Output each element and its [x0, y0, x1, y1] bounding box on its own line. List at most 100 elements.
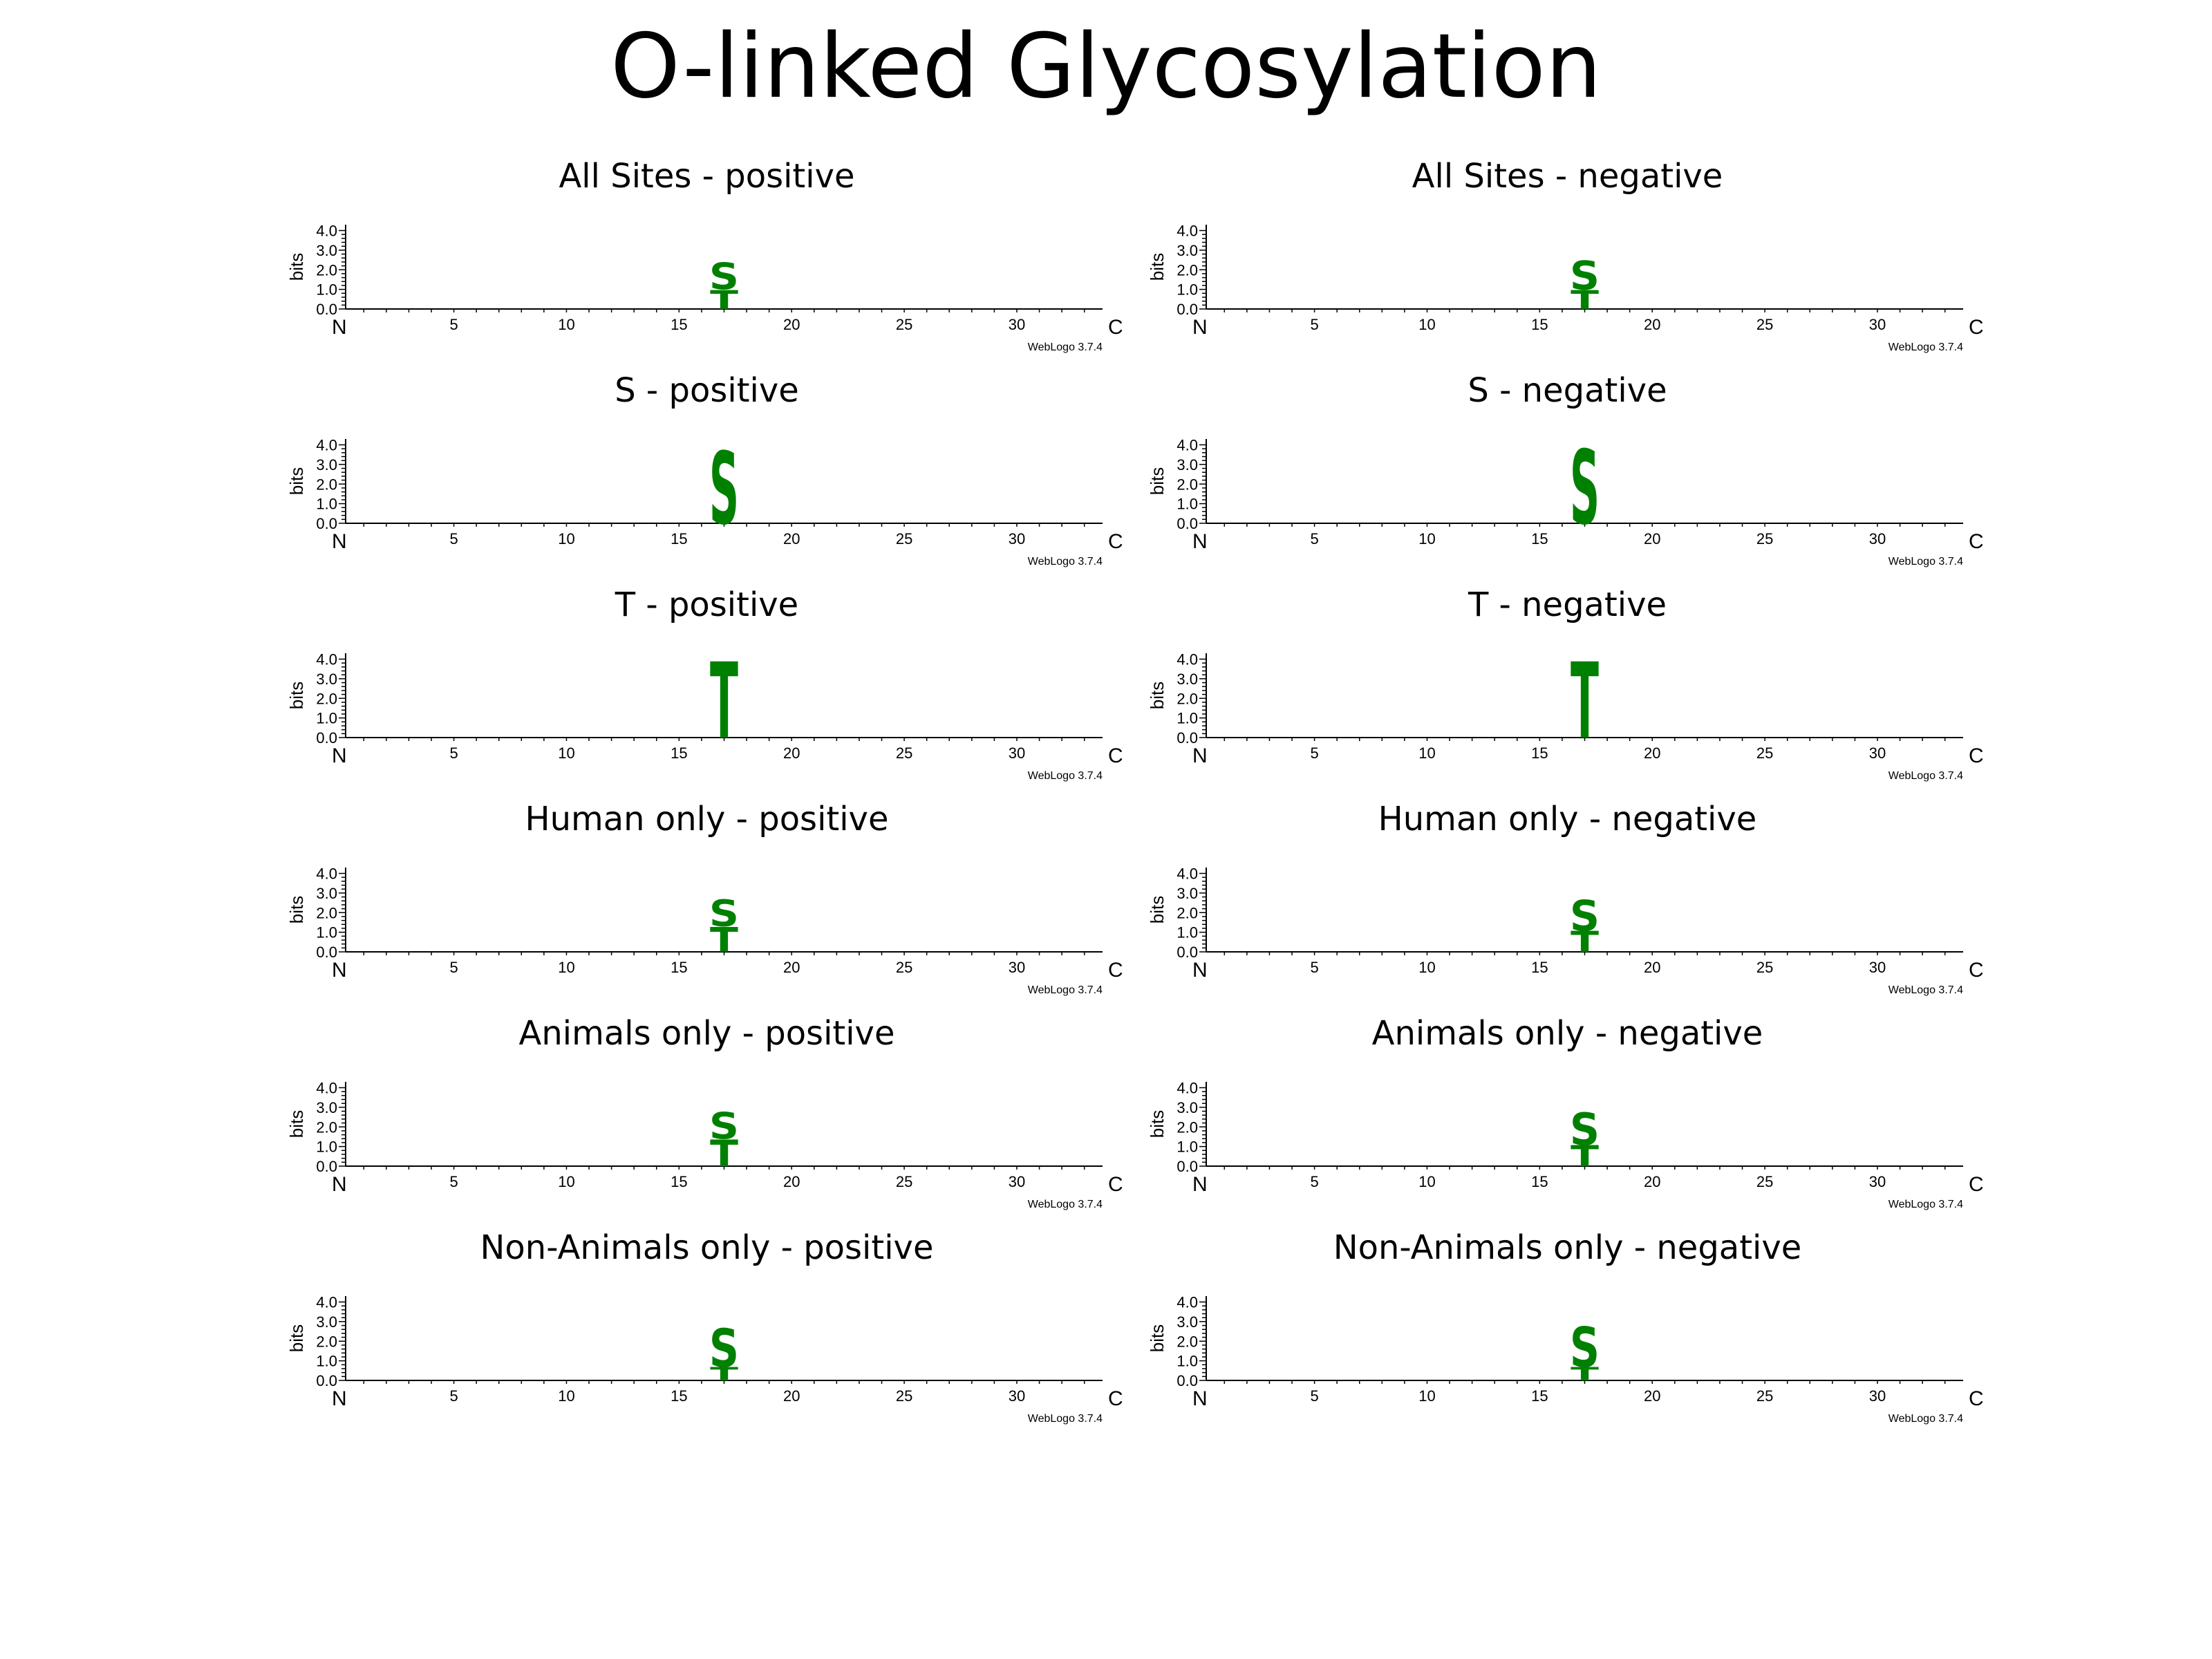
x-tick-label: 5 [449, 530, 458, 547]
logo-letter-s: S [709, 1106, 739, 1148]
weblogo-credit: WebLogo 3.7.4 [1028, 1199, 1103, 1210]
logo-chart: 0.0 1.0 2.0 3.0 4.0 bits 5 10 15 20 25 30 N C WebLogo … [286, 431, 1123, 568]
figure-title: O-linked Glycosylation [610, 15, 1602, 118]
x-tick-label: 10 [558, 530, 574, 547]
logo-letter-s: S [709, 1319, 739, 1380]
x-tick-label: 25 [1756, 744, 1773, 762]
logo-letter-s: S [709, 893, 739, 935]
weblogo-credit: WebLogo 3.7.4 [1028, 341, 1103, 353]
logo-panel: All Sites - negative 0.0 1.0 2.0 3.0 4.0 bits 5… [1137, 156, 1998, 371]
x-tick-label: 5 [449, 1387, 458, 1405]
logo-letter-t: T [710, 1363, 738, 1385]
y-tick-label: 3.0 [1177, 885, 1198, 902]
logo-chart: 0.0 1.0 2.0 3.0 4.0 bits 5 10 15 20 25 30 N C WebLogo … [1147, 223, 1984, 353]
x-tick-label: 15 [671, 1173, 687, 1190]
logo-panel: Human only - negative 0.0 1.0 2.0 3.0 4.0 bits… [1137, 798, 1998, 1013]
c-terminus-label: C [1969, 959, 1984, 982]
x-tick-label: 10 [1418, 1387, 1435, 1405]
y-tick-label: 3.0 [1177, 456, 1198, 474]
logo-glyph: T [1571, 641, 1599, 763]
panel-title: T - negative [1468, 585, 1667, 624]
x-tick-label: 10 [558, 316, 574, 333]
n-terminus-label: N [332, 744, 347, 767]
x-tick-label: 30 [1009, 1173, 1025, 1190]
y-tick-label: 0.0 [316, 515, 337, 532]
n-terminus-label: N [1192, 530, 1208, 553]
x-tick-label: 5 [1310, 316, 1318, 333]
y-tick-label: 2.0 [316, 261, 337, 279]
x-tick-label: 20 [783, 1173, 800, 1190]
x-tick-label: 15 [1531, 744, 1548, 762]
x-tick-label: 5 [1310, 744, 1318, 762]
y-tick-label: 0.0 [1177, 729, 1198, 747]
logo-letter-t: T [1571, 285, 1599, 316]
logo-chart: 0.0 1.0 2.0 3.0 4.0 bits 5 10 15 20 25 30 N C WebLogo … [1147, 428, 1984, 568]
logo-panel: All Sites - positive 0.0 1.0 2.0 3.0 4.0 bits 5… [276, 156, 1137, 371]
logo-glyph: S [709, 431, 739, 547]
c-terminus-label: C [1108, 530, 1123, 553]
y-tick-label: 1.0 [1177, 924, 1198, 941]
y-tick-label: 1.0 [316, 1353, 337, 1370]
logo-letter-s: S [1570, 1316, 1600, 1380]
y-axis-label: bits [1147, 682, 1168, 709]
panel-title: S - negative [1468, 371, 1667, 410]
c-terminus-label: C [1969, 1387, 1984, 1410]
x-tick-label: 5 [449, 316, 458, 333]
c-terminus-label: C [1108, 744, 1123, 767]
x-tick-label: 5 [449, 1173, 458, 1190]
y-tick-label: 0.0 [1177, 301, 1198, 318]
logo-glyph: T [710, 1363, 738, 1385]
y-tick-label: 4.0 [316, 1294, 337, 1311]
x-tick-label: 15 [671, 1387, 687, 1405]
logo-chart: 0.0 1.0 2.0 3.0 4.0 bits 5 10 15 20 25 30 N C WebLogo … [286, 865, 1123, 996]
x-tick-label: 5 [449, 744, 458, 762]
panel-title: Non-Animals only - positive [480, 1228, 934, 1267]
logo-panel: Non-Animals only - positive 0.0 1.0 2.0 3.0 4… [276, 1227, 1137, 1442]
logo-letter-s: S [1570, 892, 1600, 941]
c-terminus-label: C [1969, 530, 1984, 553]
logo-glyph: T [1571, 285, 1599, 316]
x-tick-label: 20 [1644, 1173, 1660, 1190]
logo-chart: 0.0 1.0 2.0 3.0 4.0 bits 5 10 15 20 25 30 N C WebLogo … [286, 223, 1123, 353]
c-terminus-label: C [1969, 1173, 1984, 1196]
panel-title: All Sites - negative [1412, 157, 1723, 196]
n-terminus-label: N [332, 530, 347, 553]
y-tick-label: 0.0 [1177, 1158, 1198, 1175]
y-tick-label: 2.0 [1177, 476, 1198, 493]
logo-glyph: S [709, 1319, 739, 1380]
weblogo-credit: WebLogo 3.7.4 [1028, 984, 1103, 996]
x-tick-label: 30 [1869, 959, 1886, 976]
n-terminus-label: N [1192, 316, 1208, 339]
x-tick-label: 20 [783, 959, 800, 976]
x-tick-label: 25 [896, 959, 912, 976]
y-tick-label: 4.0 [1177, 437, 1198, 454]
y-tick-label: 3.0 [316, 242, 337, 259]
x-tick-label: 10 [558, 1173, 574, 1190]
logo-panel: S - positive 0.0 1.0 2.0 3.0 4.0 bits 5 10 15 20 25… [276, 370, 1137, 585]
y-tick-label: 4.0 [1177, 651, 1198, 668]
x-tick-label: 25 [1756, 1173, 1773, 1190]
logo-glyph: T [710, 1133, 738, 1175]
logo-glyph: T [710, 641, 738, 763]
logo-glyph: T [710, 285, 738, 316]
logo-letter-t: T [1571, 641, 1599, 763]
logo-glyph: S [709, 893, 739, 935]
x-tick-label: 20 [783, 530, 800, 547]
panel-title: S - positive [615, 371, 799, 410]
y-axis-label: bits [1147, 253, 1168, 281]
y-tick-label: 4.0 [1177, 223, 1198, 240]
y-tick-label: 4.0 [316, 437, 337, 454]
x-tick-label: 15 [671, 316, 687, 333]
y-tick-label: 1.0 [316, 1138, 337, 1156]
x-tick-label: 30 [1009, 1387, 1025, 1405]
n-terminus-label: N [1192, 1173, 1208, 1196]
y-tick-label: 3.0 [316, 456, 337, 474]
y-tick-label: 4.0 [316, 865, 337, 883]
x-tick-label: 15 [1531, 530, 1548, 547]
logo-glyph: S [1570, 428, 1600, 547]
y-tick-label: 2.0 [316, 690, 337, 707]
x-tick-label: 15 [671, 744, 687, 762]
c-terminus-label: C [1108, 316, 1123, 339]
weblogo-credit: WebLogo 3.7.4 [1888, 341, 1963, 353]
weblogo-credit: WebLogo 3.7.4 [1888, 984, 1963, 996]
